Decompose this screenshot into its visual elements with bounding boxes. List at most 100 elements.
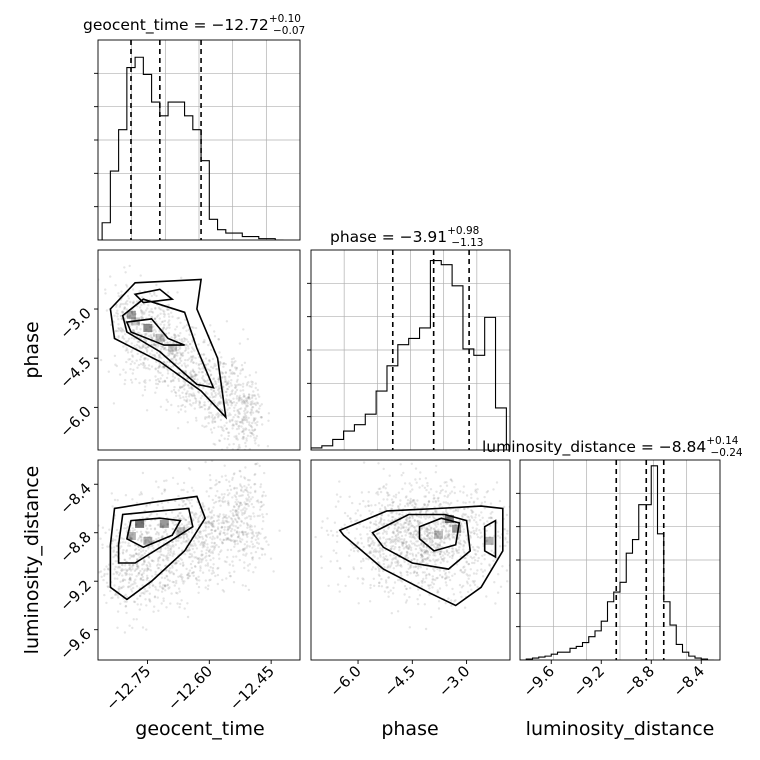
sample-point bbox=[174, 562, 178, 565]
sample-point bbox=[131, 529, 135, 533]
sample-point bbox=[113, 577, 117, 580]
sample-point bbox=[431, 543, 434, 546]
sample-point bbox=[180, 404, 183, 408]
sample-point bbox=[128, 544, 132, 547]
sample-point bbox=[171, 315, 174, 318]
sample-point bbox=[162, 361, 165, 364]
sample-point bbox=[474, 490, 477, 493]
sample-point bbox=[422, 560, 425, 564]
sample-point bbox=[213, 537, 216, 540]
sample-point bbox=[111, 562, 115, 566]
sample-point bbox=[178, 512, 181, 515]
sample-point bbox=[199, 543, 202, 546]
sample-point bbox=[242, 393, 245, 396]
sample-point bbox=[442, 511, 445, 514]
sample-point bbox=[135, 575, 138, 578]
sample-point bbox=[110, 492, 114, 495]
sample-point bbox=[390, 562, 393, 565]
sample-point bbox=[486, 490, 490, 493]
sample-point bbox=[245, 533, 249, 536]
sample-point bbox=[185, 329, 188, 332]
sample-point bbox=[222, 521, 226, 525]
sample-point bbox=[267, 412, 271, 415]
sample-point bbox=[191, 571, 195, 574]
sample-point bbox=[215, 479, 218, 482]
sample-point bbox=[372, 457, 374, 459]
sample-point bbox=[141, 345, 144, 348]
sample-point bbox=[219, 362, 222, 365]
sample-point bbox=[190, 375, 193, 378]
sample-point bbox=[114, 284, 117, 287]
sample-point bbox=[227, 414, 230, 417]
sample-point bbox=[172, 550, 176, 553]
sample-point bbox=[237, 516, 240, 520]
sample-point bbox=[191, 394, 194, 398]
sample-point bbox=[423, 530, 426, 533]
sample-point bbox=[406, 499, 410, 502]
sample-point bbox=[182, 536, 185, 539]
sample-point bbox=[243, 511, 247, 514]
sample-point bbox=[171, 357, 174, 361]
sample-point bbox=[232, 581, 236, 584]
sample-point bbox=[376, 561, 380, 564]
sample-point bbox=[227, 431, 231, 434]
sample-point bbox=[229, 372, 232, 375]
sample-point bbox=[182, 527, 186, 530]
sample-point bbox=[207, 520, 211, 523]
sample-point bbox=[179, 332, 182, 335]
contour-line bbox=[371, 513, 472, 570]
sample-point bbox=[248, 563, 251, 566]
sample-point bbox=[128, 264, 131, 268]
sample-point bbox=[182, 534, 185, 537]
sample-point bbox=[249, 517, 252, 521]
sample-point bbox=[146, 349, 149, 352]
sample-point bbox=[136, 366, 139, 369]
sample-point bbox=[399, 572, 403, 575]
sample-point bbox=[133, 548, 137, 552]
sample-point bbox=[403, 560, 406, 564]
sample-point bbox=[394, 535, 397, 538]
sample-point bbox=[444, 602, 447, 605]
sample-point bbox=[158, 525, 162, 528]
sample-point bbox=[239, 398, 242, 402]
sample-point bbox=[139, 535, 142, 538]
sample-point bbox=[379, 507, 382, 511]
sample-point bbox=[221, 372, 224, 375]
sample-point bbox=[213, 416, 217, 419]
sample-point bbox=[179, 356, 182, 359]
sample-point bbox=[255, 437, 258, 440]
sample-point bbox=[376, 490, 379, 494]
sample-point bbox=[169, 366, 173, 369]
sample-point bbox=[225, 390, 228, 393]
sample-point bbox=[209, 536, 212, 539]
sample-point bbox=[178, 394, 181, 397]
sample-point bbox=[115, 311, 118, 315]
sample-point bbox=[236, 514, 239, 517]
sample-point bbox=[253, 525, 257, 528]
sample-point bbox=[213, 529, 216, 533]
sample-point bbox=[134, 582, 137, 585]
sample-point bbox=[411, 516, 414, 520]
sample-point bbox=[448, 551, 451, 555]
sample-point bbox=[437, 496, 440, 500]
contour-line bbox=[125, 318, 185, 346]
sample-point bbox=[503, 505, 506, 509]
sample-point bbox=[152, 333, 155, 336]
sample-point bbox=[240, 488, 243, 491]
sample-point bbox=[479, 531, 482, 534]
sample-point bbox=[176, 334, 180, 337]
sample-point bbox=[166, 354, 169, 357]
sample-point bbox=[204, 522, 207, 525]
sample-point bbox=[136, 538, 140, 541]
sample-point bbox=[245, 399, 248, 402]
sample-point bbox=[219, 396, 223, 399]
sample-point bbox=[233, 539, 237, 542]
sample-point bbox=[224, 380, 228, 384]
sample-point bbox=[137, 340, 140, 343]
sample-point bbox=[343, 511, 347, 515]
sample-point bbox=[166, 291, 170, 294]
sample-point bbox=[474, 488, 477, 491]
sample-point bbox=[140, 550, 143, 553]
sample-point bbox=[347, 575, 350, 578]
x-tick-label: −12.60 bbox=[164, 662, 216, 714]
